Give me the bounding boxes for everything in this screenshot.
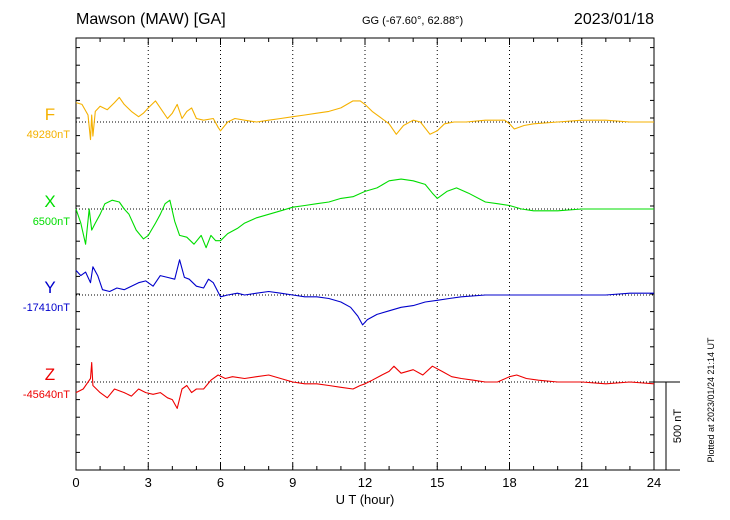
series-baseline-X: 6500nT: [33, 216, 71, 228]
x-tick-labels: 0 3 6 9 12 15 18 21 24: [72, 475, 661, 490]
series-baseline-Z: -45640nT: [23, 389, 70, 401]
series-lines: [75, 96, 655, 409]
series-name-X: X: [44, 192, 55, 211]
x-tick-label: 9: [289, 475, 296, 490]
x-axis-label: U T (hour): [336, 492, 395, 507]
plotted-timestamp: Plotted at 2023/01/24 21:14 UT: [706, 337, 716, 463]
series-name-F: F: [45, 105, 55, 124]
series-baseline-Y: -17410nT: [23, 302, 70, 314]
series-baseline-F: 49280nT: [27, 129, 71, 141]
x-tick-label: 18: [502, 475, 516, 490]
x-tick-label: 0: [72, 475, 79, 490]
series-line-Y: [75, 259, 654, 326]
x-tick-label: 12: [358, 475, 372, 490]
series-line-F: [75, 96, 654, 141]
series-line-Z: [75, 362, 655, 409]
series-name-Y: Y: [44, 278, 55, 297]
x-tick-label: 6: [217, 475, 224, 490]
station-title: Mawson (MAW) [GA]: [76, 11, 226, 28]
x-tick-label: 15: [430, 475, 444, 490]
x-tick-label: 24: [647, 475, 661, 490]
grid: [147, 38, 583, 470]
series-name-Z: Z: [45, 365, 55, 384]
axis-ticks: [75, 38, 655, 471]
plot-date: 2023/01/18: [574, 11, 654, 28]
series-labels: F 49280nT X 6500nT Y -17410nT Z -45640nT: [23, 105, 70, 401]
scale-bar: 500 nT: [654, 381, 684, 471]
x-tick-label: 21: [575, 475, 589, 490]
x-tick-label: 3: [145, 475, 152, 490]
scale-bar-label: 500 nT: [672, 409, 684, 444]
series-line-X: [75, 178, 654, 249]
station-coords: GG (-67.60°, 62.88°): [362, 15, 463, 27]
